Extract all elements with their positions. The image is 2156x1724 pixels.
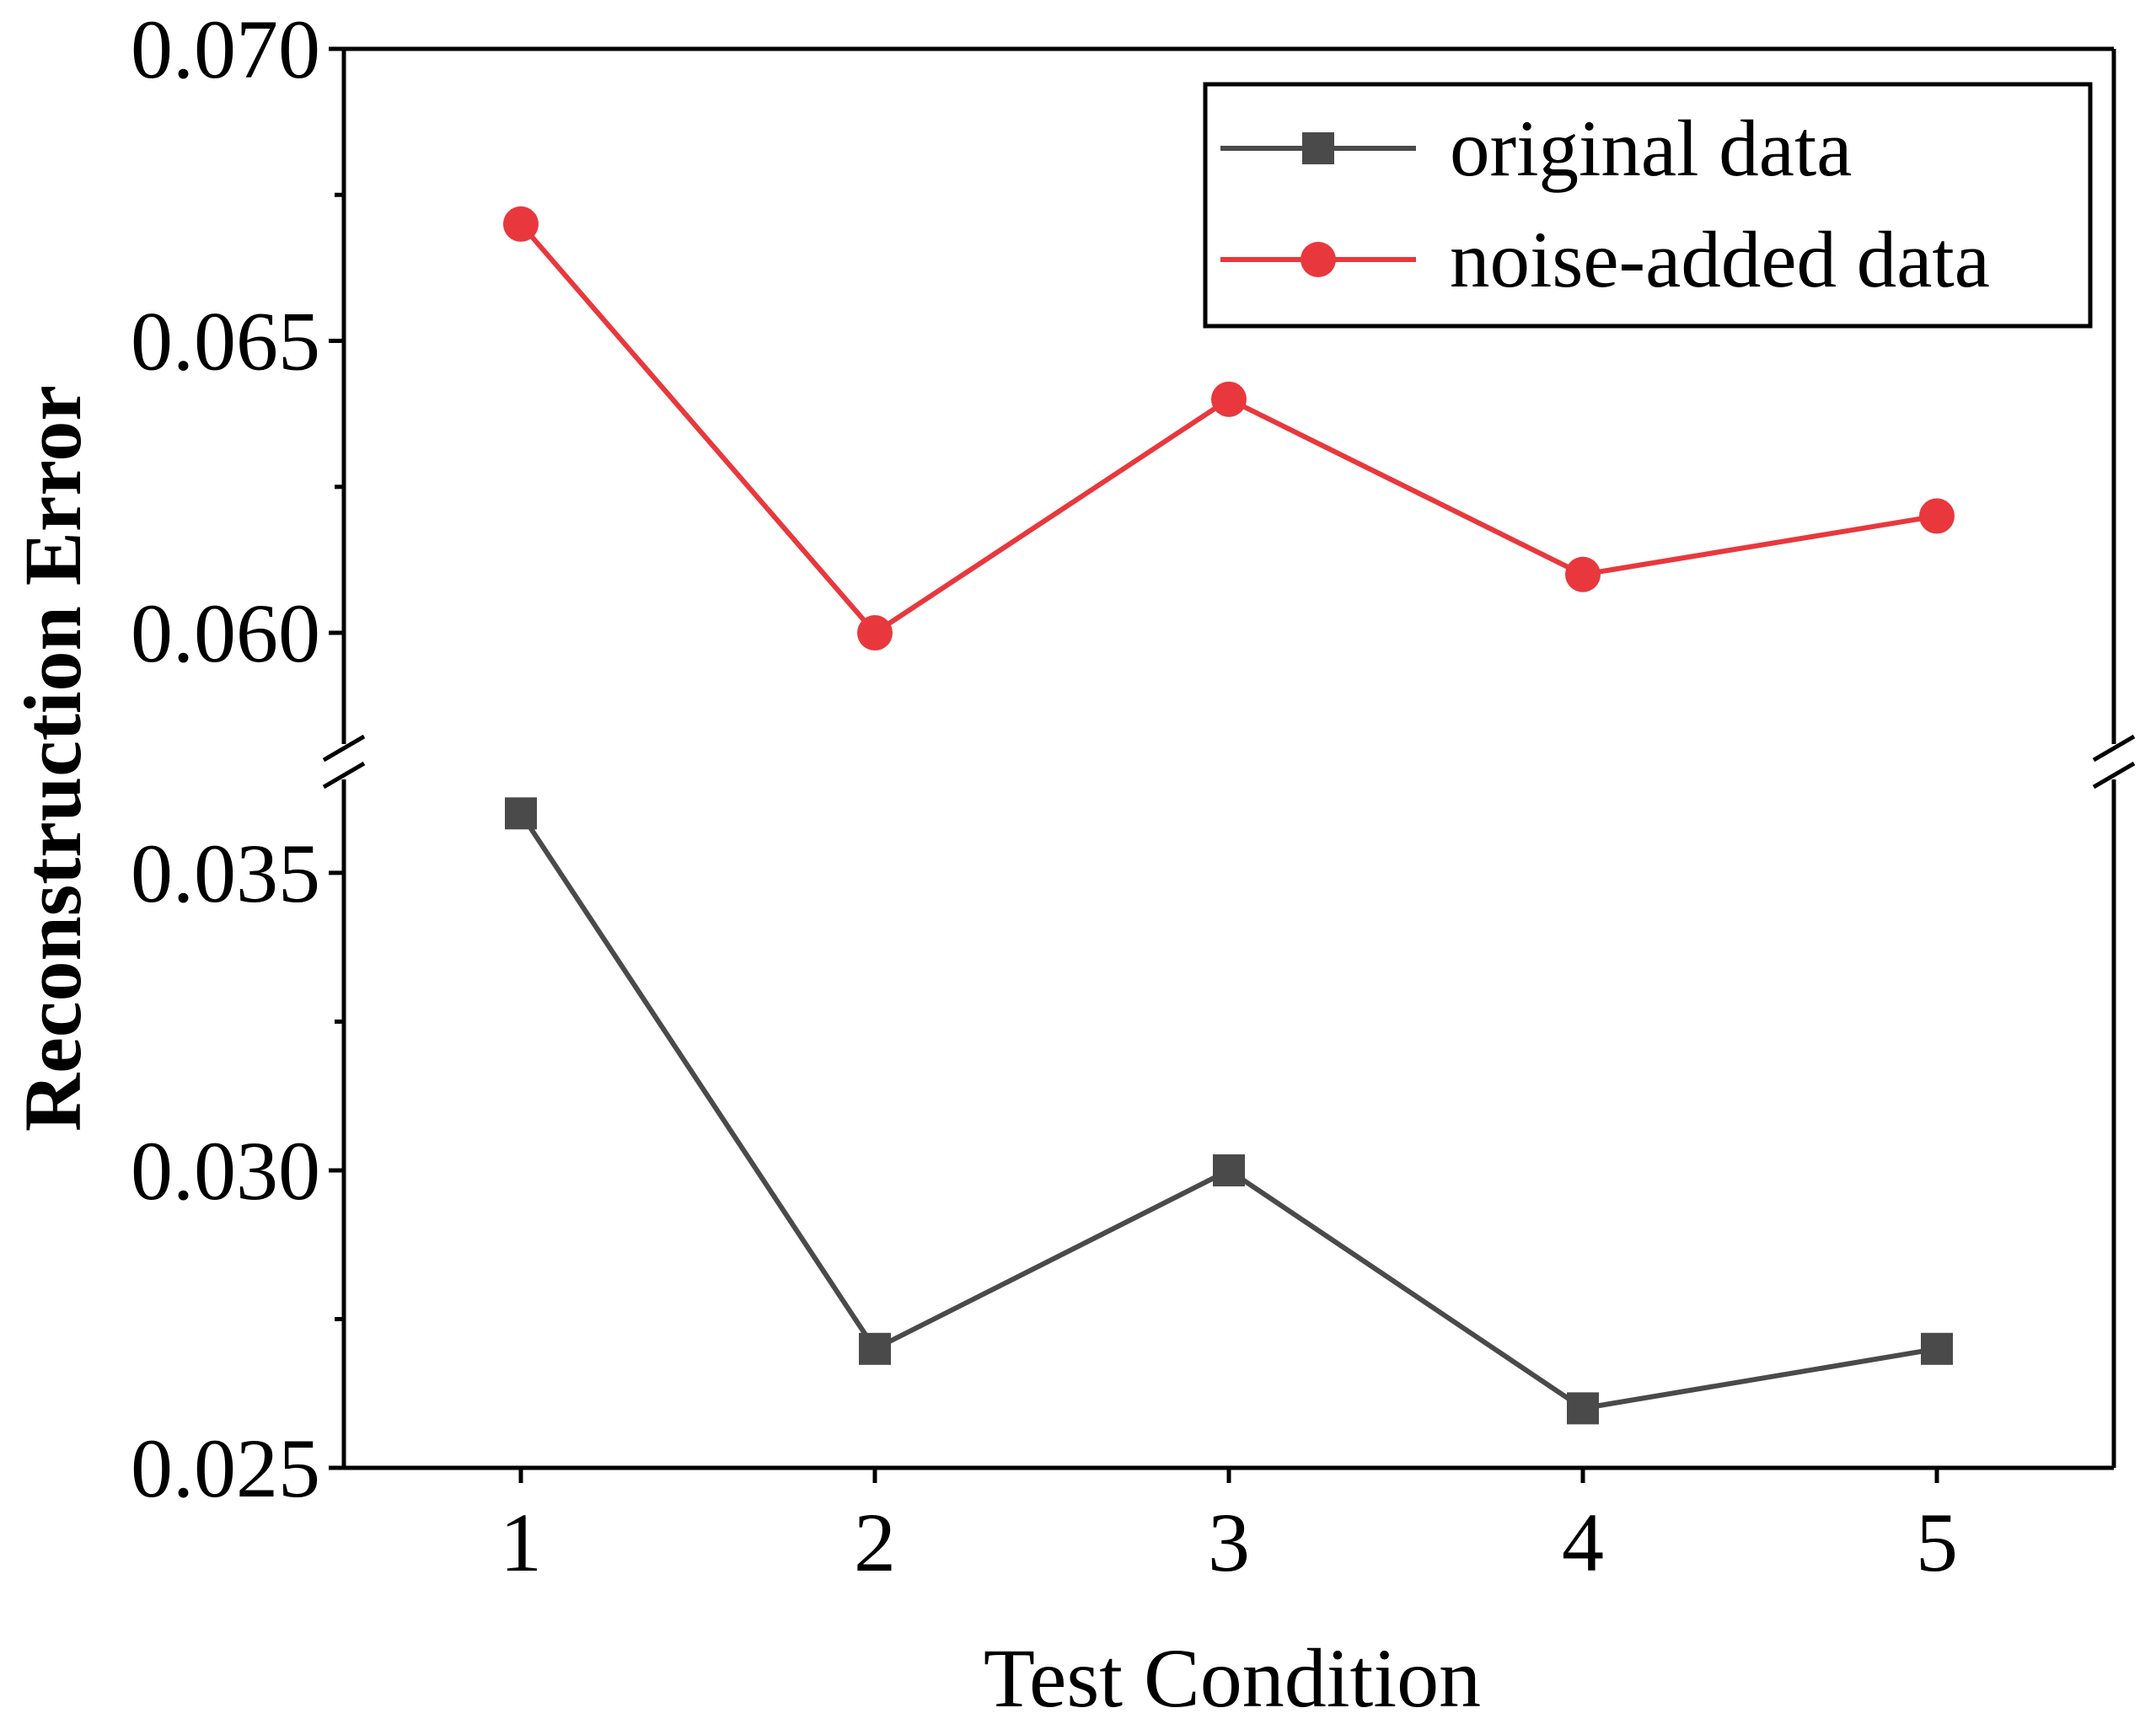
y-tick-label: 0.070	[131, 3, 320, 96]
y-axis-title: Reconstruction Error	[8, 385, 98, 1132]
legend-box	[1203, 82, 2093, 329]
y-tick-label: 0.025	[131, 1421, 320, 1515]
data-point-noise-added	[1565, 556, 1601, 592]
data-point-original	[505, 797, 537, 830]
data-point-original	[1567, 1392, 1599, 1425]
y-tick-label: 0.065	[131, 295, 320, 388]
y-axis-break-mark-right	[2092, 761, 2136, 790]
x-axis-title: Test Condition	[984, 1631, 1481, 1724]
data-point-original	[859, 1332, 891, 1365]
y-tick-label: 0.030	[131, 1124, 320, 1218]
data-point-original	[1213, 1154, 1245, 1186]
legend-marker-original	[1302, 132, 1334, 164]
y-axis-break-mark-left	[322, 761, 366, 790]
x-tick-label: 2	[854, 1496, 896, 1589]
data-point-original	[1921, 1332, 1953, 1365]
legend-label: original data	[1450, 104, 1852, 193]
data-point-noise-added	[503, 206, 539, 242]
series-line-original	[518, 811, 1938, 1411]
series-layer	[503, 206, 1955, 1425]
labels: 0.025 0.030 0.035 0.060 0.065 0.070 1 2 3 4 5 Test …	[8, 3, 1958, 1724]
legend-label: noise-added data	[1450, 215, 1990, 304]
data-point-noise-added	[1211, 381, 1247, 417]
y-axis-break-mark-right	[2092, 734, 2136, 763]
y-tick-label: 0.035	[131, 827, 320, 920]
y-tick-label: 0.060	[131, 586, 320, 680]
x-tick-label: 3	[1208, 1496, 1250, 1589]
x-tick-label: 4	[1562, 1496, 1604, 1589]
legend: original data noise-added data	[1203, 82, 2093, 329]
x-tick-label: 5	[1916, 1496, 1958, 1589]
legend-marker-noise-added	[1301, 242, 1336, 277]
axes	[322, 46, 2136, 1483]
x-tick-label: 1	[500, 1496, 542, 1589]
data-point-noise-added	[857, 615, 893, 651]
data-point-noise-added	[1919, 498, 1955, 534]
y-axis-break-mark-left	[322, 734, 366, 763]
